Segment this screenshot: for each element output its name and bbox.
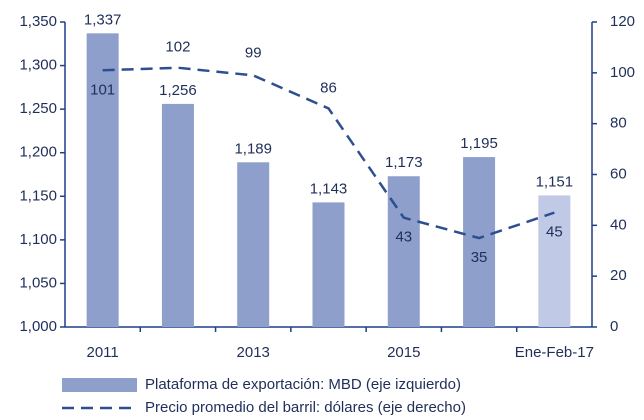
y2-tick-label: 120: [610, 13, 635, 30]
legend-label: Precio promedio del barril: dólares (eje…: [145, 399, 466, 416]
x-tick-label: Ene-Feb-17: [515, 344, 594, 361]
y-tick-label: 1,300: [19, 57, 57, 74]
bar-value-label: 1,189: [234, 140, 272, 157]
bar: [312, 202, 345, 327]
bar-value-label: 1,195: [460, 135, 498, 152]
bar: [161, 103, 194, 328]
y-tick-label: 1,150: [19, 187, 57, 204]
y-tick-label: 1,000: [19, 318, 57, 335]
line-value-label: 86: [320, 79, 337, 96]
x-tick-label: 2015: [387, 344, 420, 361]
legend-label: Plataforma de exportación: MBD (eje izqu…: [145, 376, 461, 393]
y-tick-label: 1,250: [19, 100, 57, 117]
bar: [538, 195, 571, 327]
price-line: [102, 66, 555, 240]
y-tick-label: 1,200: [19, 144, 57, 161]
y2-tick-label: 40: [610, 216, 627, 233]
bar: [387, 176, 420, 327]
bar-value-label: 1,256: [159, 82, 197, 99]
y-tick-label: 1,350: [19, 13, 57, 30]
line-value-label: 35: [471, 249, 488, 266]
line-value-label: 102: [165, 39, 190, 56]
bar-value-label: 1,151: [536, 173, 574, 190]
x-tick-label: 2013: [237, 344, 270, 361]
y2-tick-label: 20: [610, 267, 627, 284]
bar: [86, 33, 119, 327]
line-value-label: 99: [245, 44, 262, 61]
legend-swatch: [62, 378, 137, 392]
bar: [463, 157, 496, 327]
y-tick-label: 1,050: [19, 274, 57, 291]
bar-value-label: 1,143: [310, 180, 348, 197]
y2-tick-label: 60: [610, 165, 627, 182]
bar-value-label: 1,173: [385, 154, 423, 171]
line-value-label: 101: [90, 81, 115, 98]
y2-tick-label: 100: [610, 64, 635, 81]
y2-tick-label: 80: [610, 115, 627, 132]
bar-value-label: 1,337: [84, 11, 122, 28]
bar: [237, 162, 270, 327]
y2-tick-label: 0: [610, 318, 618, 335]
line-value-label: 45: [546, 224, 563, 241]
y-tick-label: 1,100: [19, 231, 57, 248]
line-value-label: 43: [395, 229, 412, 246]
x-tick-label: 2011: [87, 344, 119, 361]
